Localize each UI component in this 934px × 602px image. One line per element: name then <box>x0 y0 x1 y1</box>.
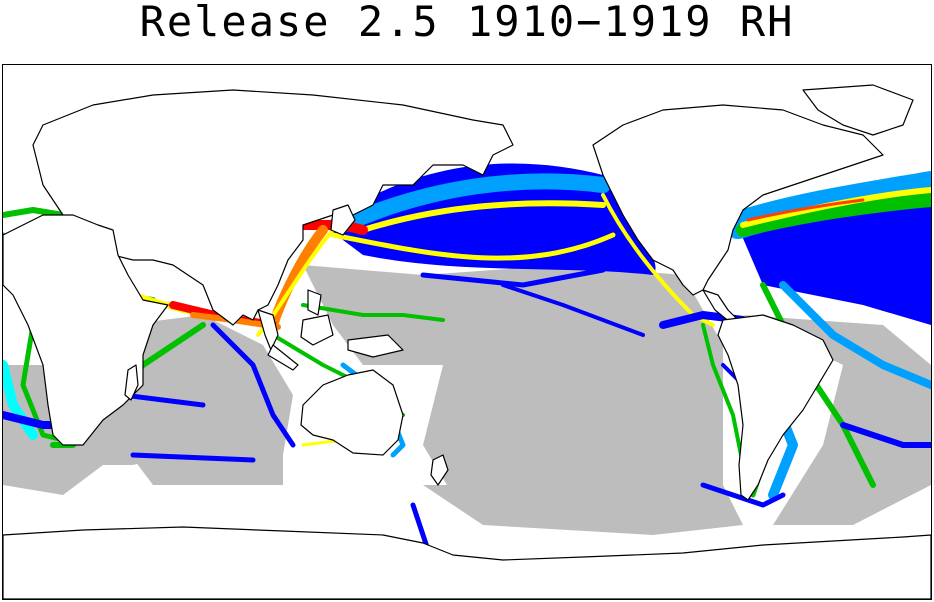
land-north-america <box>592 104 884 296</box>
track-china-orange <box>268 225 328 330</box>
map-frame <box>2 64 932 600</box>
coverage-south-pacific <box>423 485 743 535</box>
land-south-america <box>717 314 834 501</box>
land-greenland <box>802 84 914 136</box>
land-new-zealand <box>430 454 449 486</box>
map-title: Release 2.5 1910−1919 RH <box>139 0 795 46</box>
land-madagascar <box>124 364 139 401</box>
land-new-guinea <box>347 334 404 358</box>
track-scatter-7 <box>840 422 931 448</box>
track-africa-cyan <box>3 360 38 440</box>
track-north-pacific-yellow <box>360 200 606 233</box>
land-indochina <box>257 309 279 351</box>
track-scatter-1 <box>120 392 206 408</box>
track-scatter-4 <box>501 283 645 337</box>
track-pacific-coast <box>601 193 715 327</box>
track-scatter-2 <box>130 452 256 463</box>
land-japan <box>330 204 356 236</box>
track-east-indies <box>301 303 445 322</box>
track-scatter-3 <box>420 267 606 288</box>
land-borneo <box>300 314 334 346</box>
track-north-atlantic-red <box>746 198 865 222</box>
coverage-south-indian <box>123 445 283 485</box>
land-sumatra <box>267 344 299 371</box>
land-layer <box>3 84 931 599</box>
land-australia <box>300 369 404 456</box>
world-map <box>3 84 931 599</box>
coverage-southern <box>3 445 103 495</box>
land-philippines <box>307 289 322 316</box>
track-north-pacific-cyan <box>335 173 611 233</box>
track-north-atlantic-green <box>736 193 931 237</box>
track-australia-west <box>210 322 296 448</box>
track-atlantic-south-2 <box>779 281 931 389</box>
land-antarctica <box>3 526 931 599</box>
track-scatter-9 <box>700 482 786 508</box>
track-trans-pacific <box>330 232 616 261</box>
